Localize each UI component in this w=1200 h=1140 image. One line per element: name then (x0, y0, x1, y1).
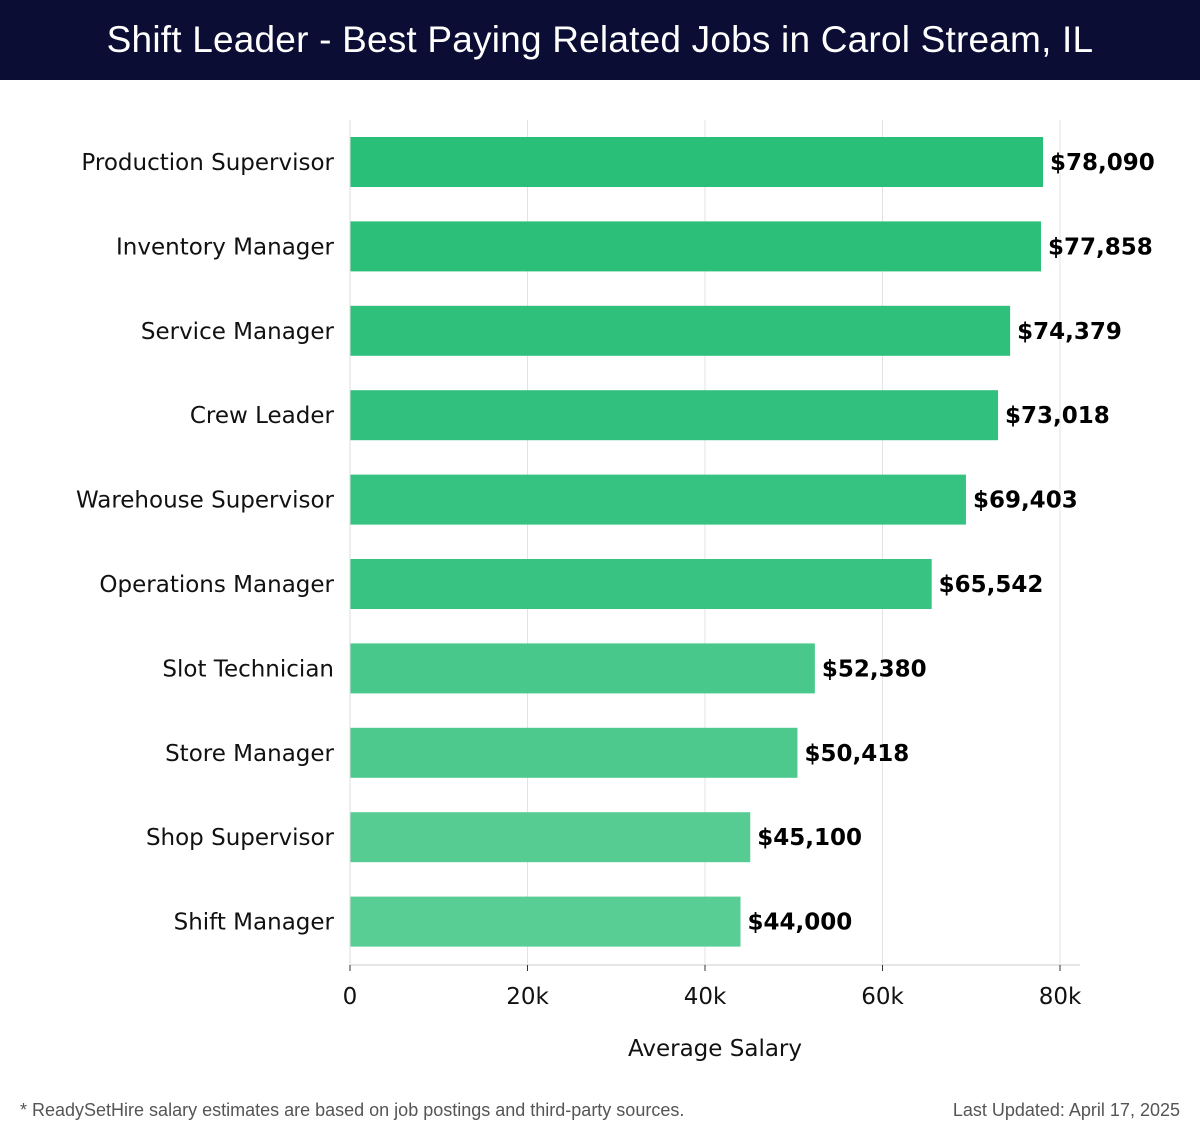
category-label: Shop Supervisor (146, 825, 335, 851)
value-label: $74,379 (1017, 319, 1122, 345)
chart-title: Shift Leader - Best Paying Related Jobs … (106, 19, 1094, 60)
bar (350, 221, 1041, 272)
category-label: Crew Leader (190, 403, 335, 429)
x-tick-label: 0 (343, 984, 358, 1010)
bar (350, 559, 932, 609)
value-label: $44,000 (748, 910, 853, 936)
value-label: $78,090 (1050, 150, 1155, 176)
category-label: Warehouse Supervisor (76, 488, 335, 514)
x-tick-label: 60k (861, 984, 904, 1010)
last-updated: Last Updated: April 17, 2025 (952, 1100, 1180, 1120)
value-label: $65,542 (939, 572, 1044, 598)
footer-note: * ReadySetHire salary estimates are base… (20, 1100, 685, 1120)
category-label: Inventory Manager (116, 234, 335, 260)
bar (350, 896, 741, 947)
value-label: $45,100 (757, 825, 862, 851)
bar (350, 474, 966, 525)
bar (350, 727, 798, 778)
value-label: $50,418 (804, 741, 909, 767)
value-label: $73,018 (1005, 403, 1110, 429)
category-label: Store Manager (165, 741, 334, 767)
bar-chart: Production Supervisor $78,090 Inventory Ma… (76, 120, 1155, 1062)
chart-header: Shift Leader - Best Paying Related Jobs … (0, 0, 1200, 80)
category-label: Operations Manager (99, 572, 334, 598)
x-tick-label: 20k (506, 984, 549, 1010)
x-tick-label: 40k (684, 984, 727, 1010)
value-label: $77,858 (1048, 234, 1153, 260)
x-tick-label: 80k (1039, 984, 1082, 1010)
bar (350, 812, 751, 863)
value-label: $52,380 (822, 656, 927, 682)
bar (350, 390, 999, 441)
bar (350, 305, 1011, 356)
category-label: Service Manager (141, 319, 335, 345)
bar (350, 137, 1044, 187)
category-label: Shift Manager (174, 910, 335, 936)
category-label: Production Supervisor (81, 150, 334, 176)
x-axis-title: Average Salary (628, 1036, 802, 1062)
value-label: $69,403 (973, 488, 1078, 514)
category-label: Slot Technician (162, 656, 334, 682)
bar (350, 643, 815, 694)
